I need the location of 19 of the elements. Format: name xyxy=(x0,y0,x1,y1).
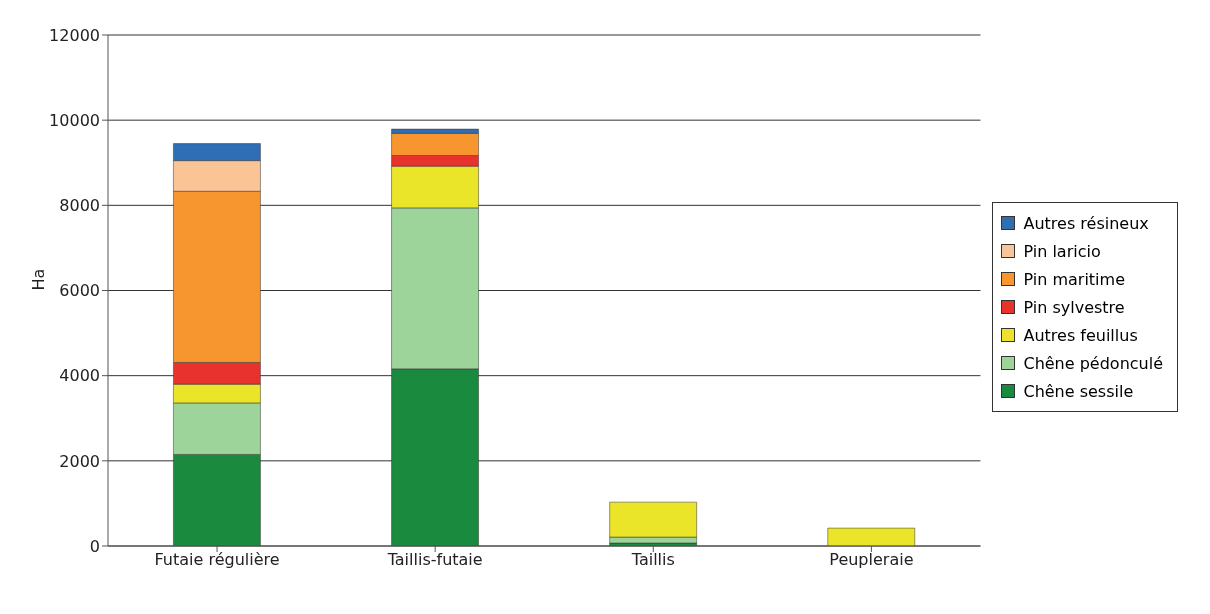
legend-label: Pin laricio xyxy=(1022,240,1102,263)
x-tick-label: Peupleraie xyxy=(829,550,914,570)
legend-label: Autres résineux xyxy=(1022,212,1150,235)
y-axis-title: Ha xyxy=(28,268,48,291)
legend-label: Autres feuillus xyxy=(1022,324,1139,347)
legend-label: Chêne sessile xyxy=(1022,380,1135,403)
x-tick-label: Futaie régulière xyxy=(154,550,280,570)
y-tick-label: 4000 xyxy=(59,366,100,386)
legend-label: Pin sylvestre xyxy=(1022,296,1126,319)
y-tick-label: 8000 xyxy=(59,196,100,216)
x-tick-label: Taillis xyxy=(630,550,675,570)
y-tick-label: 0 xyxy=(89,536,100,556)
y-tick-label: 10000 xyxy=(49,110,100,130)
y-tick-label: 2000 xyxy=(59,451,100,471)
y-tick-label: 12000 xyxy=(49,25,100,45)
x-tick-label: Taillis-futaie xyxy=(386,550,483,570)
y-tick-label: 6000 xyxy=(59,281,100,301)
legend-label: Pin maritime xyxy=(1022,268,1126,291)
legend-label: Chêne pédonculé xyxy=(1022,352,1163,375)
